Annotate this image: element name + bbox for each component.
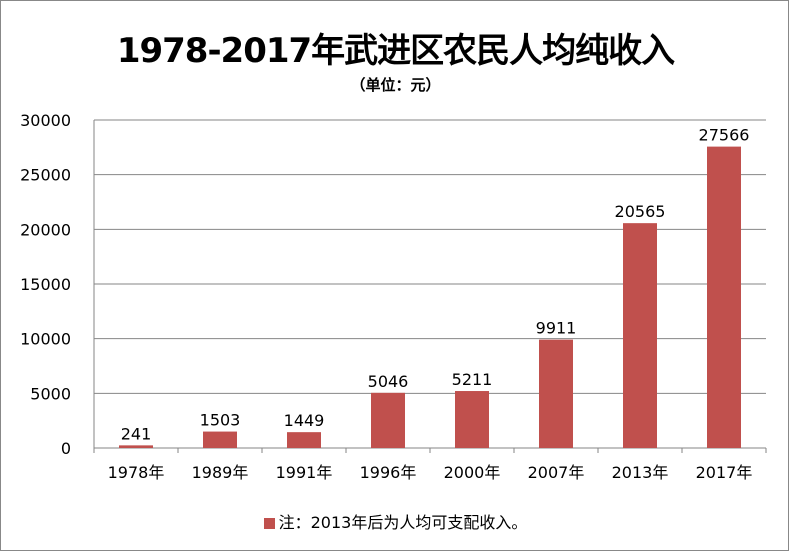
- data-label: 1449: [284, 411, 325, 430]
- x-tick-label: 2013年: [612, 463, 669, 482]
- y-tick-label: 30000: [20, 111, 71, 130]
- x-tick-label: 1989年: [192, 463, 249, 482]
- y-tick-label: 0: [61, 439, 71, 458]
- y-tick-label: 25000: [20, 166, 71, 185]
- data-label: 27566: [699, 126, 750, 145]
- bar: [203, 431, 237, 448]
- data-label: 1503: [200, 411, 241, 430]
- y-tick-label: 5000: [30, 384, 71, 403]
- bar: [707, 146, 741, 448]
- chart-title: 1978-2017年武进区农民人均纯收入: [116, 31, 675, 71]
- bar: [539, 339, 573, 448]
- x-tick-label: 2000年: [444, 463, 501, 482]
- y-tick-label: 15000: [20, 275, 71, 294]
- x-tick-label: 1991年: [276, 463, 333, 482]
- x-tick-label: 1978年: [108, 463, 165, 482]
- data-label: 5211: [452, 370, 493, 389]
- chart-subtitle: （单位：元）: [350, 76, 441, 94]
- legend-label: 注：2013年后为人均可支配收入。: [278, 513, 528, 532]
- bar: [287, 432, 321, 448]
- bar: [455, 391, 489, 448]
- y-tick-label: 10000: [20, 330, 71, 349]
- x-tick-label: 1996年: [360, 463, 417, 482]
- legend-swatch: [263, 518, 275, 529]
- data-label: 5046: [368, 372, 409, 391]
- data-label: 20565: [615, 202, 666, 221]
- bar: [623, 223, 657, 448]
- data-label: 241: [121, 424, 152, 443]
- bar: [371, 392, 405, 448]
- y-tick-label: 20000: [20, 220, 71, 239]
- data-label: 9911: [536, 319, 577, 338]
- x-tick-label: 2007年: [528, 463, 585, 482]
- chart-legend: 注：2013年后为人均可支配收入。: [1, 509, 789, 533]
- bar: [119, 445, 153, 448]
- x-tick-label: 2017年: [696, 463, 753, 482]
